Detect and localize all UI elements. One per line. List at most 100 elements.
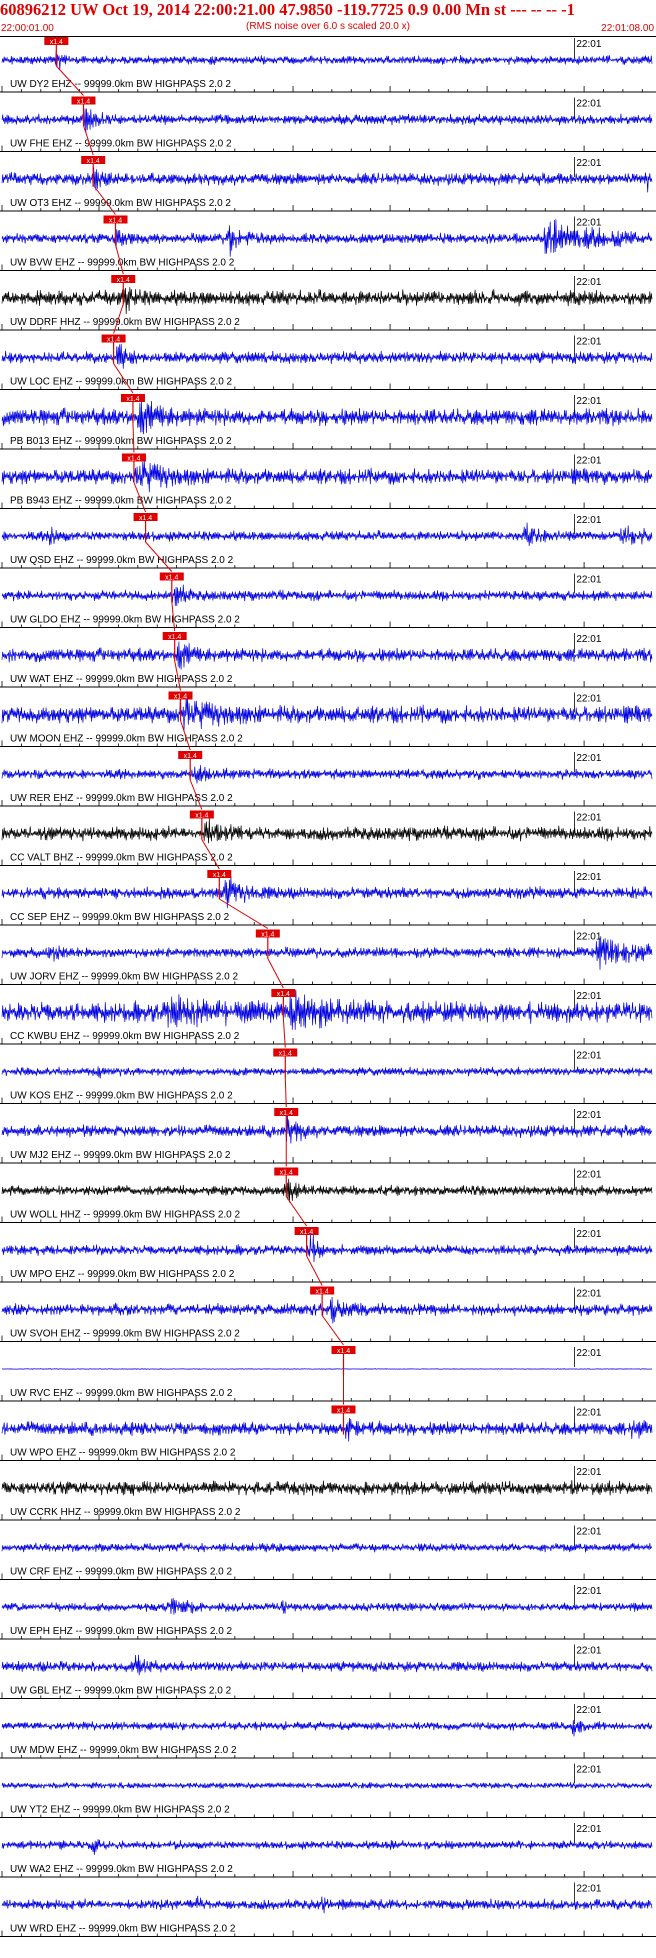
minute-mark-label: 22:01 [576, 1229, 601, 1240]
pick-connector [113, 303, 124, 334]
station-label: UW MPO EHZ -- 99999.0km BW HIGHPASS 2.0 … [10, 1269, 235, 1280]
pick-marker-label: x1.4 [77, 99, 90, 106]
pick-marker [178, 751, 203, 759]
waveform-trace [1, 1654, 653, 1676]
station-label: UW WA2 EHZ -- 99999.0km BW HIGHPASS 2.0 … [10, 1864, 233, 1875]
waveform-trace [1, 584, 653, 607]
pick-marker-label: x1.4 [280, 1110, 293, 1117]
pick-marker-label: x1.4 [277, 991, 290, 998]
pick-marker [120, 394, 145, 402]
pick-connector [219, 898, 269, 929]
station-label: UW GBL EHZ -- 99999.0km BW HIGHPASS 2.0 … [10, 1686, 232, 1697]
pick-marker [168, 691, 193, 700]
station-label: UW WAT EHZ -- 99999.0km BW HIGHPASS 2.0 … [10, 674, 233, 685]
station-label: UW SVOH EHZ -- 99999.0km BW HIGHPASS 2.0… [10, 1329, 240, 1340]
minute-mark-label: 22:01 [576, 634, 601, 645]
waveform-trace [1, 1178, 653, 1203]
station-label: UW BVW EHZ -- 99999.0km BW HIGHPASS 2.0 … [10, 258, 235, 269]
pick-marker-label: x1.4 [184, 753, 197, 760]
waveform-trace [1, 641, 653, 670]
station-label: UW EPH EHZ -- 99999.0km BW HIGHPASS 2.0 … [10, 1626, 233, 1637]
minute-mark-label: 22:01 [576, 1408, 601, 1419]
trace-row-21: 22:01 x1.4 UW MPO EHZ -- 99999.0km BW HIGH… [0, 1227, 656, 1283]
seismogram-panel: 22:01 x1.4 UW DY2 EHZ -- 99999.0km BW HIGH… [0, 36, 656, 1937]
minute-mark-label: 22:01 [576, 515, 601, 526]
trace-row-24: 22:01 x1.4 UW WPO EHZ -- 99999.0km BW HIGH… [0, 1405, 656, 1461]
minute-mark-label: 22:01 [576, 932, 601, 943]
trace-row-10: 22:01 x1.4 UW GLDO EHZ -- 99999.0km BW HIG… [0, 572, 656, 628]
pick-marker [331, 1405, 356, 1414]
station-label: CC SEP EHZ -- 99999.0km BW HIGHPASS 2.0 … [10, 912, 230, 923]
waveform-trace [1, 1839, 653, 1855]
minute-mark-label: 22:01 [576, 753, 601, 764]
waveform-trace [1, 1417, 653, 1442]
waveform-trace [1, 936, 653, 970]
trace-row-31: 22:01 UW WA2 EHZ -- 99999.0km BW HIGHPASS… [0, 1823, 656, 1878]
trace-row-20: 22:01 x1.4 UW WOLL HHZ -- 99999.0km BW HIG… [0, 1167, 656, 1223]
pick-connector [180, 720, 191, 751]
trace-row-22: 22:01 x1.4 UW SVOH EHZ -- 99999.0km BW HIG… [0, 1286, 656, 1342]
station-label: UW WRD EHZ -- 99999.0km BW HIGHPASS 2.0 … [10, 1924, 236, 1935]
pick-marker-label: x1.4 [261, 932, 274, 939]
station-label: UW OT3 EHZ -- 99999.0km BW HIGHPASS 2.0 … [10, 198, 231, 209]
minute-mark-label: 22:01 [576, 158, 601, 169]
pick-connector [282, 1017, 286, 1048]
pick-connector [92, 184, 116, 215]
minute-mark-label: 22:01 [576, 1824, 601, 1835]
station-label: UW LOC EHZ -- 99999.0km BW HIGHPASS 2.0 … [10, 377, 233, 388]
trace-row-2: 22:01 x1.4 UW FHE EHZ -- 99999.0km BW HIGH… [0, 96, 656, 152]
waveform-trace [1, 167, 653, 193]
pick-marker-label: x1.4 [280, 1170, 293, 1177]
waveform-trace [1, 1234, 653, 1263]
station-label: CC KWBU EHZ -- 99999.0km BW HIGHPASS 2.0… [10, 1031, 240, 1042]
waveform-trace [1, 343, 653, 369]
minute-mark-label: 22:01 [576, 1586, 601, 1597]
station-label: UW YT2 EHZ -- 99999.0km BW HIGHPASS 2.0 … [10, 1805, 230, 1816]
pick-marker-label: x1.4 [168, 634, 181, 641]
pick-connector [132, 422, 135, 453]
minute-mark-label: 22:01 [576, 99, 601, 110]
trace-row-1: 22:01 x1.4 UW DY2 EHZ -- 99999.0km BW HIGH… [0, 37, 656, 93]
trace-row-29: 22:01 UW MDW EHZ -- 99999.0km BW HIGHPASS… [0, 1704, 656, 1759]
station-label: UW MOON EHZ -- 99999.0km BW HIGHPASS 2.0… [10, 734, 243, 745]
waveform-trace [1, 1895, 653, 1914]
pick-marker [101, 334, 126, 343]
pick-marker-label: x1.4 [139, 515, 152, 522]
waveform-trace [1, 1110, 653, 1144]
station-label: UW DY2 EHZ -- 99999.0km BW HIGHPASS 2.0 … [10, 79, 231, 90]
pick-marker-label: x1.4 [107, 337, 120, 344]
pick-marker-label: x1.4 [337, 1408, 350, 1415]
minute-mark-label: 22:01 [576, 1705, 601, 1716]
trace-row-14: 22:01 x1.4 CC VALT BHZ -- 99999.0km BW HIG… [0, 810, 656, 866]
minute-mark-label: 22:01 [576, 694, 601, 705]
station-label: UW WPO EHZ -- 99999.0km BW HIGHPASS 2.0 … [10, 1448, 236, 1459]
station-label: CC VALT BHZ -- 99999.0km BW HIGHPASS 2.0… [10, 853, 233, 864]
pick-marker [273, 1048, 298, 1057]
minute-mark-label: 22:01 [576, 1884, 601, 1895]
pick-marker [274, 1167, 299, 1176]
station-label: UW QSD EHZ -- 99999.0km BW HIGHPASS 2.0 … [10, 555, 234, 566]
waveform-trace [1, 818, 653, 844]
trace-row-8: 22:01 x1.4 PB B943 EHZ -- 99999.0km BW HIG… [0, 453, 656, 509]
trace-row-27: 22:01 UW EPH EHZ -- 99999.0km BW HIGHPASS… [0, 1585, 656, 1640]
pick-marker-label: x1.4 [117, 277, 130, 284]
minute-mark-label: 22:01 [576, 872, 601, 883]
pick-marker [121, 453, 146, 462]
waveform-trace [1, 1066, 653, 1079]
minute-mark-label: 22:01 [576, 218, 601, 229]
station-label: UW CCRK HHZ -- 99999.0km BW HIGHPASS 2.0… [10, 1507, 241, 1518]
waveform-trace [1, 219, 653, 257]
station-label: UW DDRF HHZ -- 99999.0km BW HIGHPASS 2.0… [10, 317, 240, 328]
pick-marker-label: x1.4 [126, 396, 139, 403]
waveform-trace [1, 765, 653, 784]
waveform-trace [1, 876, 653, 909]
pick-marker [103, 215, 128, 224]
pick-connector [55, 65, 84, 96]
trace-row-6: 22:01 x1.4 UW LOC EHZ -- 99999.0km BW HIGH… [0, 334, 656, 390]
trace-row-18: 22:01 x1.4 UW KOS EHZ -- 99999.0km BW HIGH… [0, 1048, 656, 1104]
pick-connector [284, 1077, 287, 1108]
pick-marker-label: x1.4 [279, 1051, 292, 1058]
waveform-trace [1, 1597, 653, 1615]
minute-mark-label: 22:01 [576, 337, 601, 348]
trace-row-32: 22:01 UW WRD EHZ -- 99999.0km BW HIGHPASS… [0, 1882, 656, 1937]
